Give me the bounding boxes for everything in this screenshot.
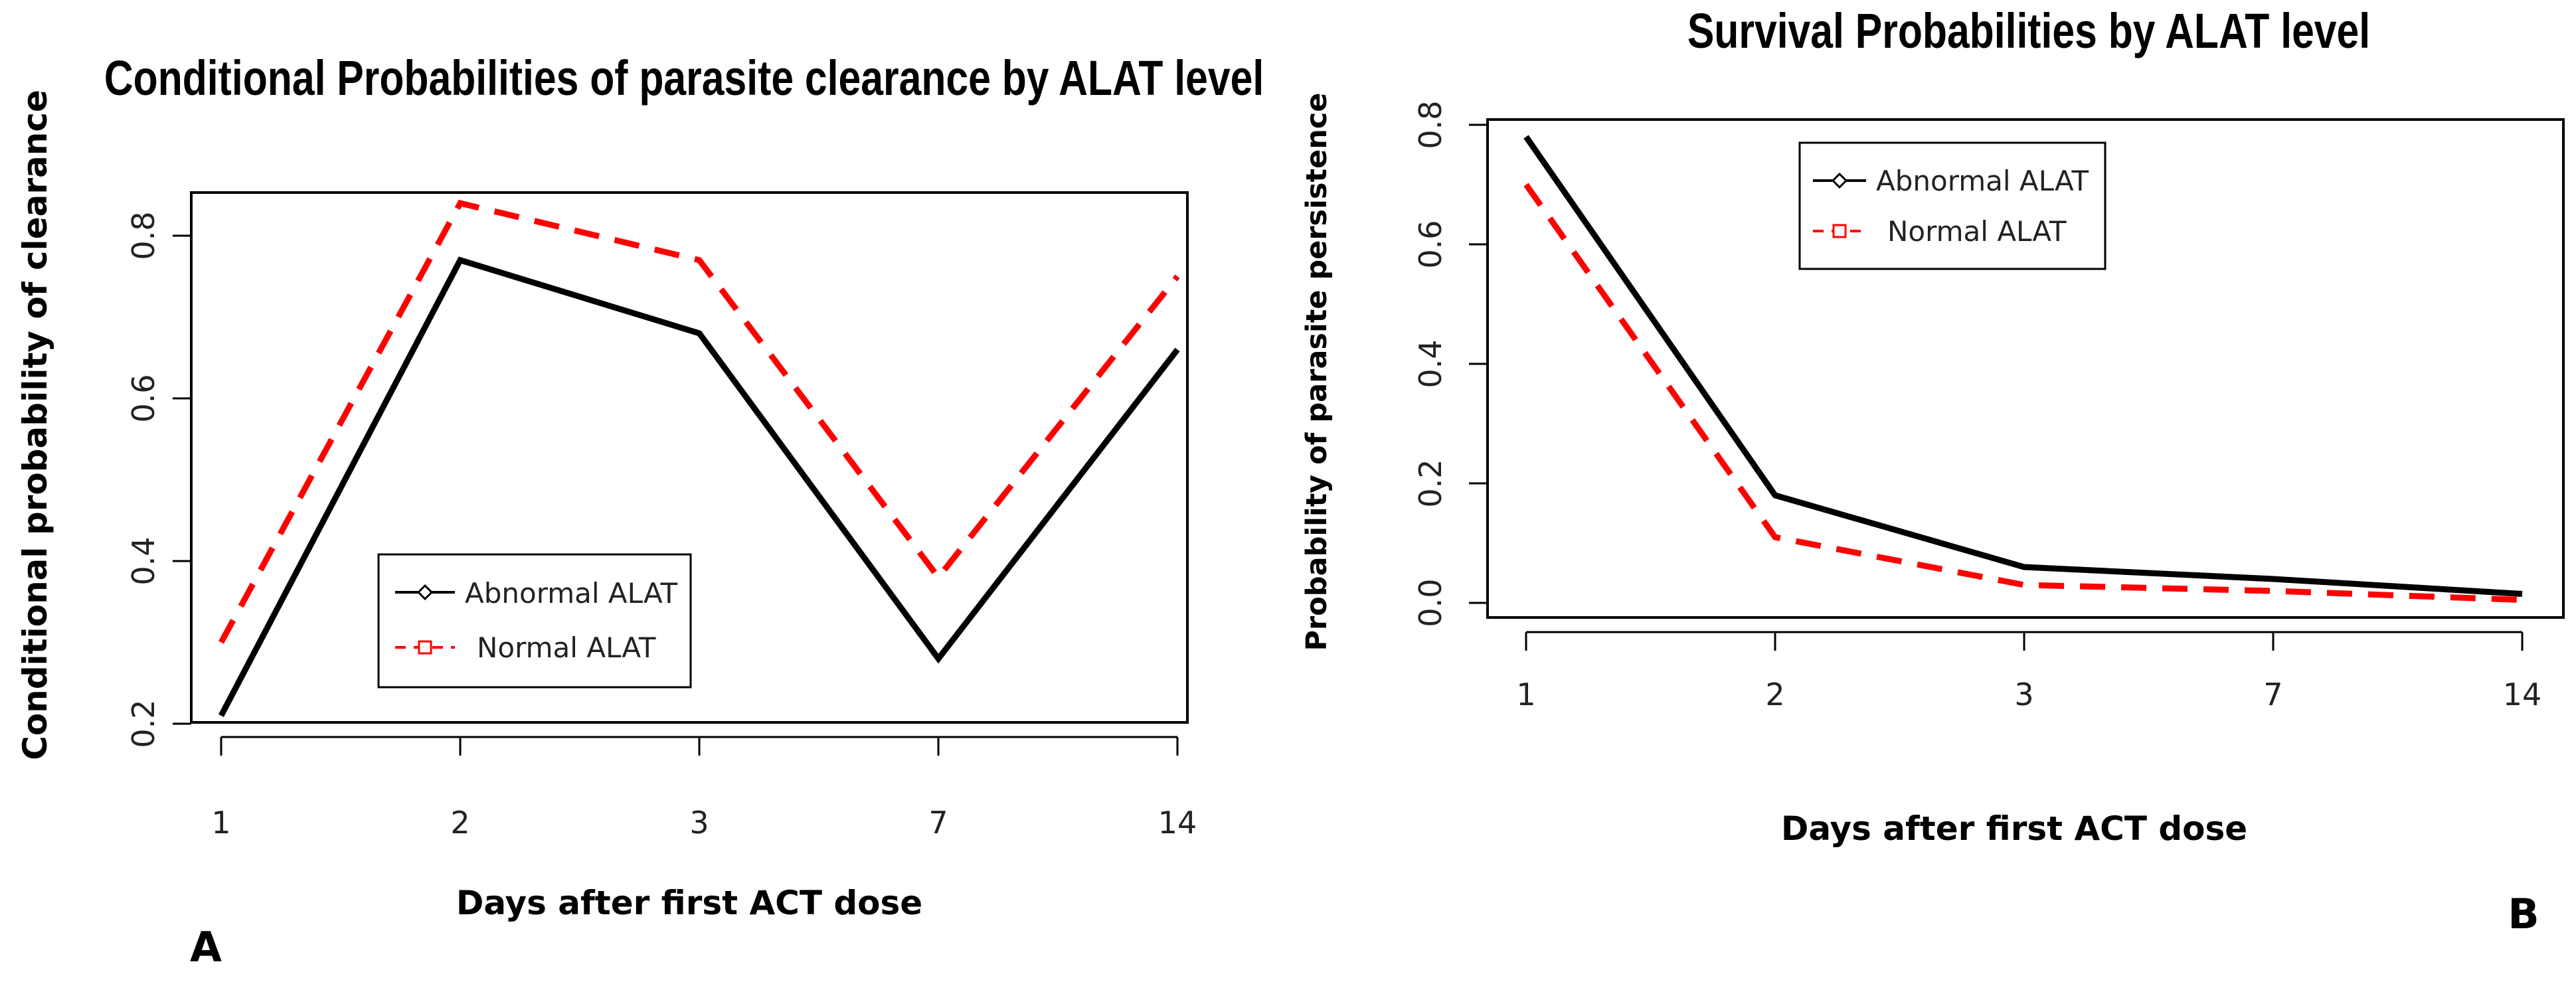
- chart-a-legend-marker-abnormal: [416, 584, 434, 601]
- chart-a-point-normal-alat: [938, 577, 939, 578]
- chart-a-x-tick-label: 2: [450, 805, 470, 841]
- chart-b-x-tick-label: 7: [2263, 677, 2282, 712]
- chart-b-point-abnormal-alat: [2522, 594, 2523, 595]
- chart-a-legend-box: [377, 553, 692, 689]
- chart-b-point-abnormal-alat: [2273, 578, 2274, 580]
- chart-b-x-axis: 1 2 3 7 14: [1516, 631, 2542, 712]
- chart-b-series: [1523, 135, 2523, 603]
- chart-a-series: [218, 199, 1180, 717]
- chart-a-legend-marker-normal: [418, 640, 432, 655]
- chart-b-x-tick-label: 2: [1765, 677, 1784, 712]
- chart-b-legend-label-abnormal: Abnormal ALAT: [1876, 165, 2089, 197]
- chart-b-y-tick-label: 0.0: [1413, 578, 1448, 627]
- chart-b: Survival Probabilities by ALAT level 0.0…: [1300, 4, 2565, 938]
- chart-a-point-abnormal-alat: [699, 333, 700, 334]
- chart-a-x-label: Days after first ACT dose: [456, 884, 922, 922]
- chart-a-panel-label: A: [190, 923, 222, 971]
- chart-a-legend: Abnormal ALAT Normal ALAT: [377, 553, 692, 689]
- chart-a-x-tick-label: 1: [211, 805, 230, 841]
- chart-a-point-abnormal-alat: [1177, 349, 1178, 351]
- chart-a-legend-label-normal: Normal ALAT: [477, 631, 656, 664]
- chart-b-legend-box: [1798, 141, 2106, 270]
- chart-a-y-tick-label: 0.2: [126, 699, 161, 748]
- chart-a-x-tick-label: 14: [1158, 805, 1197, 841]
- chart-b-point-normal-alat: [2273, 590, 2274, 592]
- chart-a-series-abnormal-alat: [218, 256, 1180, 717]
- chart-b-x-tick-label: 1: [1516, 677, 1535, 712]
- chart-b-y-tick-label: 0.6: [1413, 220, 1448, 268]
- chart-a-point-normal-alat: [699, 260, 700, 261]
- chart-b-point-normal-alat: [1774, 536, 1776, 538]
- chart-b-point-abnormal-alat: [1525, 136, 1527, 137]
- chart-a: Conditional Probabilities of parasite cl…: [16, 51, 1264, 971]
- chart-a-point-normal-alat: [460, 203, 461, 204]
- chart-b-point-abnormal-alat: [2023, 566, 2025, 568]
- chart-b-legend: Abnormal ALAT Normal ALAT: [1798, 141, 2106, 270]
- chart-b-legend-marker-normal: [1832, 224, 1847, 238]
- chart-b-point-normal-alat: [2522, 600, 2523, 601]
- chart-b-y-label: Probability of parasite persistence: [1300, 93, 1333, 651]
- chart-b-x-tick-label: 3: [2014, 677, 2033, 712]
- chart-a-legend-label-abnormal: Abnormal ALAT: [465, 577, 677, 610]
- chart-b-series-abnormal-alat: [1523, 135, 2523, 597]
- chart-a-x-tick-label: 3: [689, 805, 709, 841]
- chart-b-panel-label: B: [2508, 890, 2539, 938]
- chart-b-x-label: Days after first ACT dose: [1781, 809, 2247, 848]
- chart-b-x-tick-label: 14: [2503, 677, 2542, 712]
- chart-b-point-normal-alat: [2023, 584, 2025, 586]
- chart-b-point-abnormal-alat: [1774, 495, 1776, 496]
- chart-a-point-abnormal-alat: [220, 715, 222, 716]
- chart-b-plot-frame: [1486, 118, 2565, 619]
- chart-a-plot-frame: [190, 191, 1189, 724]
- chart-a-y-tick-label: 0.8: [126, 211, 161, 260]
- chart-b-legend-label-normal: Normal ALAT: [1887, 215, 2067, 248]
- chart-b-y-tick-label: 0.8: [1413, 100, 1448, 149]
- chart-a-title: Conditional Probabilities of parasite cl…: [104, 51, 1264, 106]
- chart-b-title: Survival Probabilities by ALAT level: [1687, 4, 2370, 58]
- chart-a-x-tick-label: 7: [928, 805, 948, 841]
- chart-b-y-tick-label: 0.4: [1413, 339, 1448, 388]
- chart-a-y-label: Conditional probability of clearance: [16, 90, 54, 760]
- chart-a-series-normal-alat: [218, 199, 1180, 644]
- chart-a-y-tick-label: 0.6: [126, 374, 161, 422]
- chart-a-point-normal-alat: [1177, 276, 1178, 277]
- chart-b-y-tick-label: 0.2: [1413, 459, 1448, 507]
- chart-a-point-abnormal-alat: [460, 260, 461, 261]
- chart-b-y-axis: 0.0 0.2 0.4 0.6 0.8: [1413, 100, 1488, 627]
- chart-a-y-tick-label: 0.4: [126, 536, 161, 585]
- chart-b-legend-marker-abnormal: [1831, 172, 1848, 189]
- chart-b-point-normal-alat: [1525, 184, 1527, 185]
- chart-a-y-axis: 0.2 0.4 0.6 0.8: [126, 211, 191, 748]
- chart-a-point-abnormal-alat: [938, 658, 939, 659]
- chart-a-point-normal-alat: [220, 642, 222, 643]
- chart-a-x-axis: 1 2 3 7 14: [211, 736, 1197, 841]
